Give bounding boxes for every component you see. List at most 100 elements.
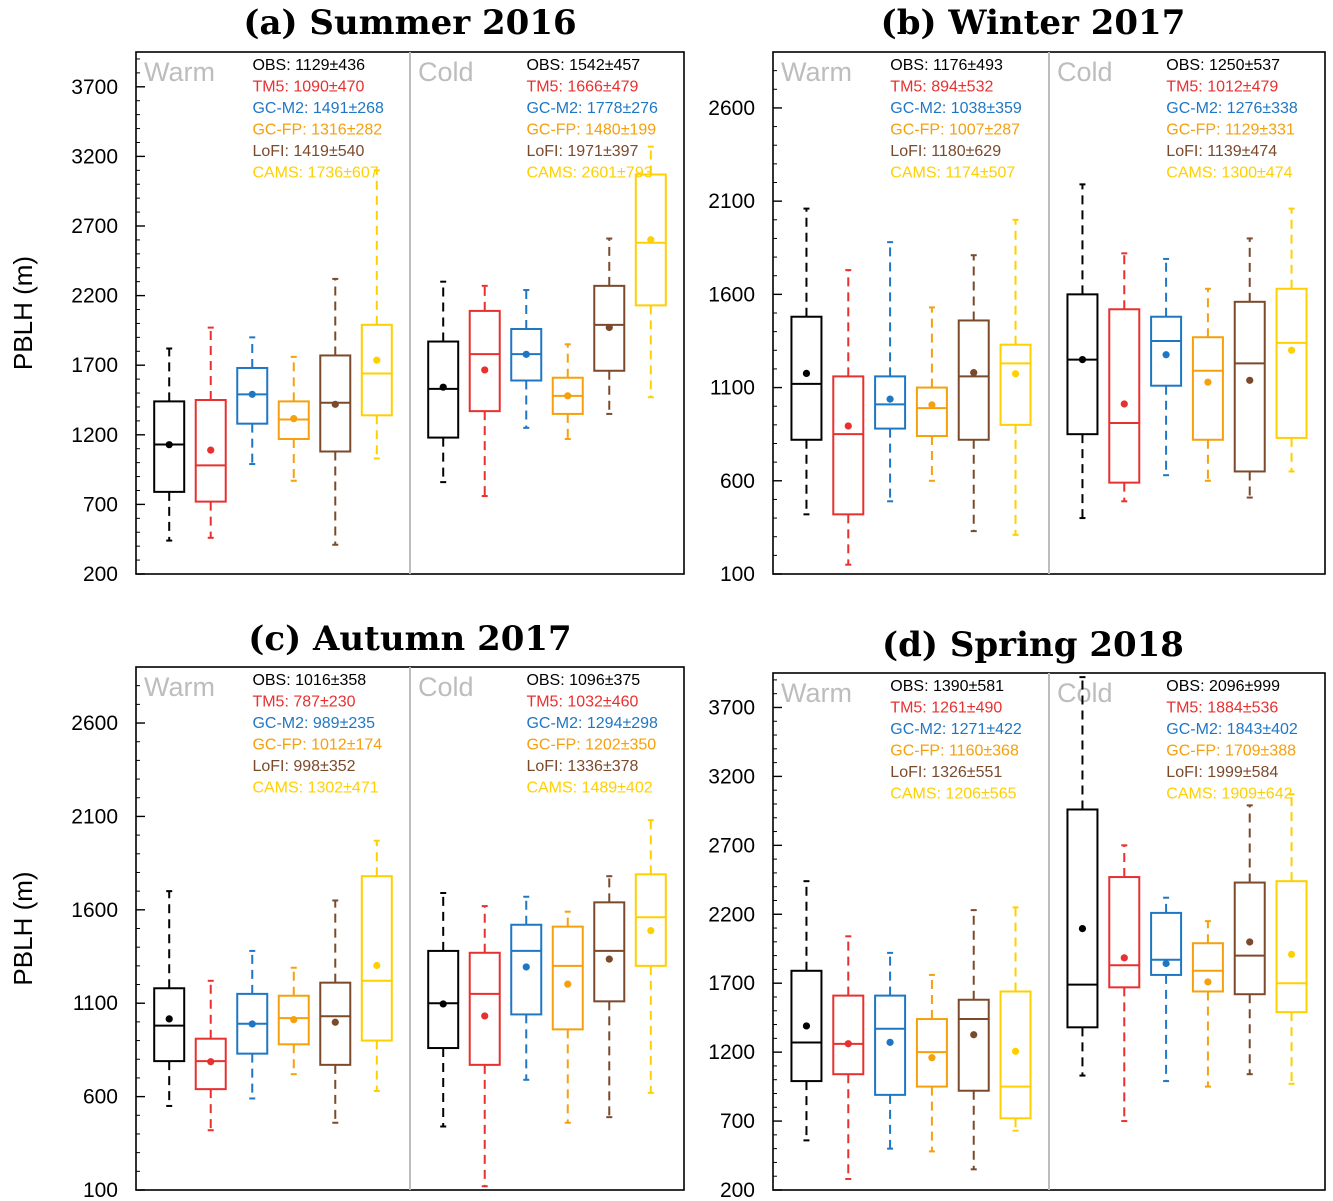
iqr-box [153, 400, 186, 493]
iqr-box [634, 173, 667, 307]
iqr-box [832, 994, 865, 1076]
mean-dot [886, 1038, 894, 1046]
iqr-box [593, 284, 626, 372]
y-tick-label: 2100 [71, 805, 118, 828]
mean-dot [647, 926, 655, 935]
box-gc-fp [1191, 287, 1224, 482]
y-tick-label: 3200 [71, 145, 118, 168]
stat-lofi: LoFI: 1180±629 [890, 143, 1001, 160]
iqr-box [1108, 876, 1141, 989]
mean-dot [928, 401, 936, 409]
box-gc-m2 [236, 949, 269, 1100]
box-lofi [319, 899, 352, 1124]
y-tick-label: 1600 [708, 283, 755, 306]
iqr-box [1275, 880, 1308, 1014]
y-tick-label: 600 [83, 1086, 118, 1109]
stat-gc-m2: GC-M2: 1778±276 [526, 100, 658, 117]
y-tick-label: 1100 [710, 377, 755, 400]
y-tick-label: 1700 [708, 972, 755, 995]
mean-dot [522, 350, 530, 358]
stat-tm5: TM5: 787±230 [252, 694, 355, 711]
mean-dot [1246, 938, 1254, 946]
stat-obs: OBS: 2096±999 [1166, 678, 1280, 695]
box-gc-m2 [1150, 257, 1183, 477]
y-tick-label: 3700 [708, 696, 755, 719]
panel-3: (c) Autumn 2017 PBLH (m) 100 600 1100 1600 210… [8, 619, 685, 1201]
panel-title: (a) Summer 2016 [243, 3, 576, 43]
stat-lofi: LoFI: 1326±551 [890, 764, 1002, 781]
mean-dot [1162, 351, 1170, 359]
iqr-box [999, 990, 1032, 1120]
mean-dot [970, 369, 978, 377]
box-gc-m2 [510, 895, 543, 1081]
stat-cams: CAMS: 2601±793 [526, 165, 652, 182]
mean-dot [1120, 400, 1128, 408]
iqr-box [1150, 315, 1183, 387]
stat-gc-m2: GC-M2: 1491±268 [252, 100, 384, 117]
mean-dot [439, 1000, 447, 1008]
iqr-box [277, 994, 310, 1046]
stat-obs: OBS: 1176±493 [890, 57, 1003, 74]
stat-gc-fp: GC-FP: 1129±331 [1166, 122, 1295, 139]
mean-dot [928, 1054, 936, 1062]
iqr-box [1233, 300, 1266, 473]
mean-dot [844, 422, 852, 430]
y-tick-label: 2100 [708, 190, 755, 213]
box-tm5 [1108, 252, 1141, 503]
box-lofi [957, 909, 990, 1171]
y-tick-label: 1200 [708, 1041, 755, 1064]
box-lofi [1233, 804, 1266, 1076]
box-tm5 [468, 905, 501, 1188]
iqr-box [957, 998, 990, 1092]
stat-obs: OBS: 1016±358 [252, 672, 366, 689]
mean-dot [605, 955, 613, 963]
box-obs [153, 347, 186, 542]
season-label: Cold [418, 672, 474, 702]
iqr-box [1233, 881, 1266, 996]
iqr-box [1191, 942, 1224, 993]
y-tick-label: 700 [720, 1110, 755, 1133]
box-gc-m2 [236, 336, 269, 466]
box-tm5 [1108, 844, 1141, 1123]
mean-dot [1011, 370, 1020, 378]
mean-dot [647, 236, 655, 244]
box-cams [360, 839, 393, 1093]
box-cams [634, 819, 667, 1094]
box-tm5 [832, 935, 865, 1180]
stat-lofi: LoFI: 998±352 [252, 758, 355, 775]
box-obs [790, 207, 823, 516]
y-tick-label: 700 [83, 493, 118, 516]
mean-dot [802, 369, 811, 378]
iqr-box [468, 309, 501, 413]
y-tick-label: 100 [720, 563, 755, 586]
box-tm5 [194, 979, 227, 1132]
stat-lofi: LoFI: 1336±378 [526, 758, 638, 775]
panel-1: (a) Summer 2016 PBLH (m) 200 700 1200 1700 220… [8, 3, 685, 586]
stat-cams: CAMS: 1489±402 [526, 780, 652, 797]
box-lofi [1233, 237, 1266, 499]
stat-gc-m2: GC-M2: 1271±422 [890, 721, 1022, 738]
iqr-box [1066, 293, 1099, 436]
stat-gc-fp: GC-FP: 1480±199 [526, 122, 656, 139]
stat-lofi: LoFI: 1999±584 [1166, 764, 1278, 781]
mean-dot [1162, 959, 1170, 968]
y-tick-label: 200 [83, 563, 118, 586]
stat-cams: CAMS: 1174±507 [890, 165, 1015, 182]
season-label: Cold [418, 57, 474, 87]
mean-dot [373, 961, 381, 970]
box-cams [1275, 207, 1308, 473]
mean-dot [331, 400, 339, 408]
y-tick-label: 600 [720, 470, 755, 493]
stat-gc-fp: GC-FP: 1012±174 [252, 737, 382, 754]
panel-title: (c) Autumn 2017 [248, 619, 571, 659]
mean-dot [373, 356, 381, 364]
panel-title: (b) Winter 2017 [881, 3, 1186, 43]
iqr-box [915, 386, 948, 438]
panel-title: (d) Spring 2018 [882, 625, 1184, 665]
stat-lofi: LoFI: 1139±474 [1166, 143, 1277, 160]
stat-gc-m2: GC-M2: 1843±402 [1166, 721, 1298, 738]
box-obs [1066, 183, 1099, 520]
season-label: Cold [1057, 678, 1113, 708]
box-gc-fp [277, 966, 310, 1076]
